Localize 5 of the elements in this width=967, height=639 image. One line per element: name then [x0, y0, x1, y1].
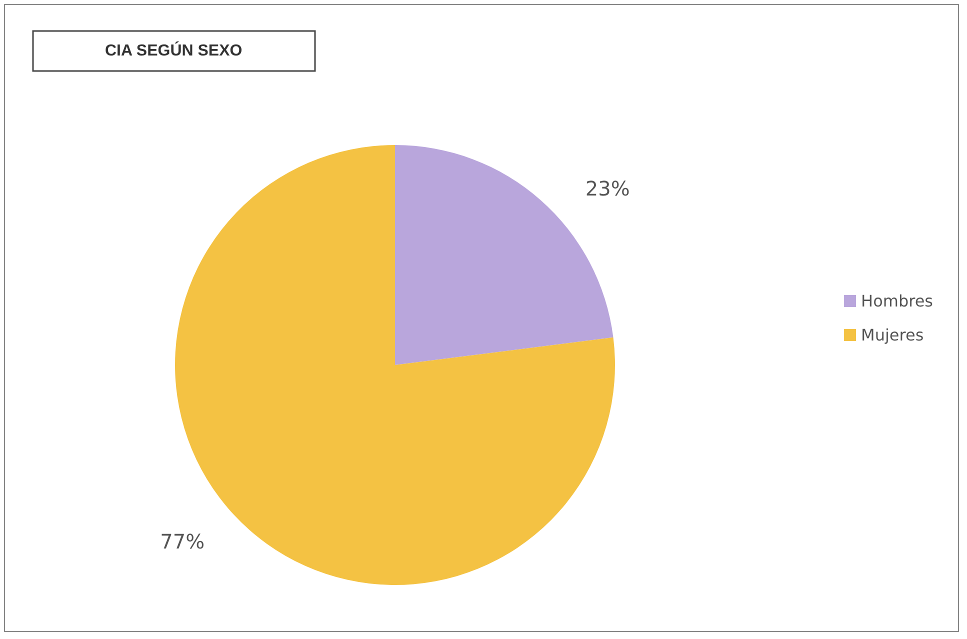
chart-title: CIA SEGÚN SEXO [105, 40, 242, 60]
data-label: 77% [160, 529, 205, 554]
legend-label: Mujeres [861, 326, 924, 344]
data-label: 23% [585, 176, 630, 201]
legend-label: Hombres [861, 292, 933, 310]
